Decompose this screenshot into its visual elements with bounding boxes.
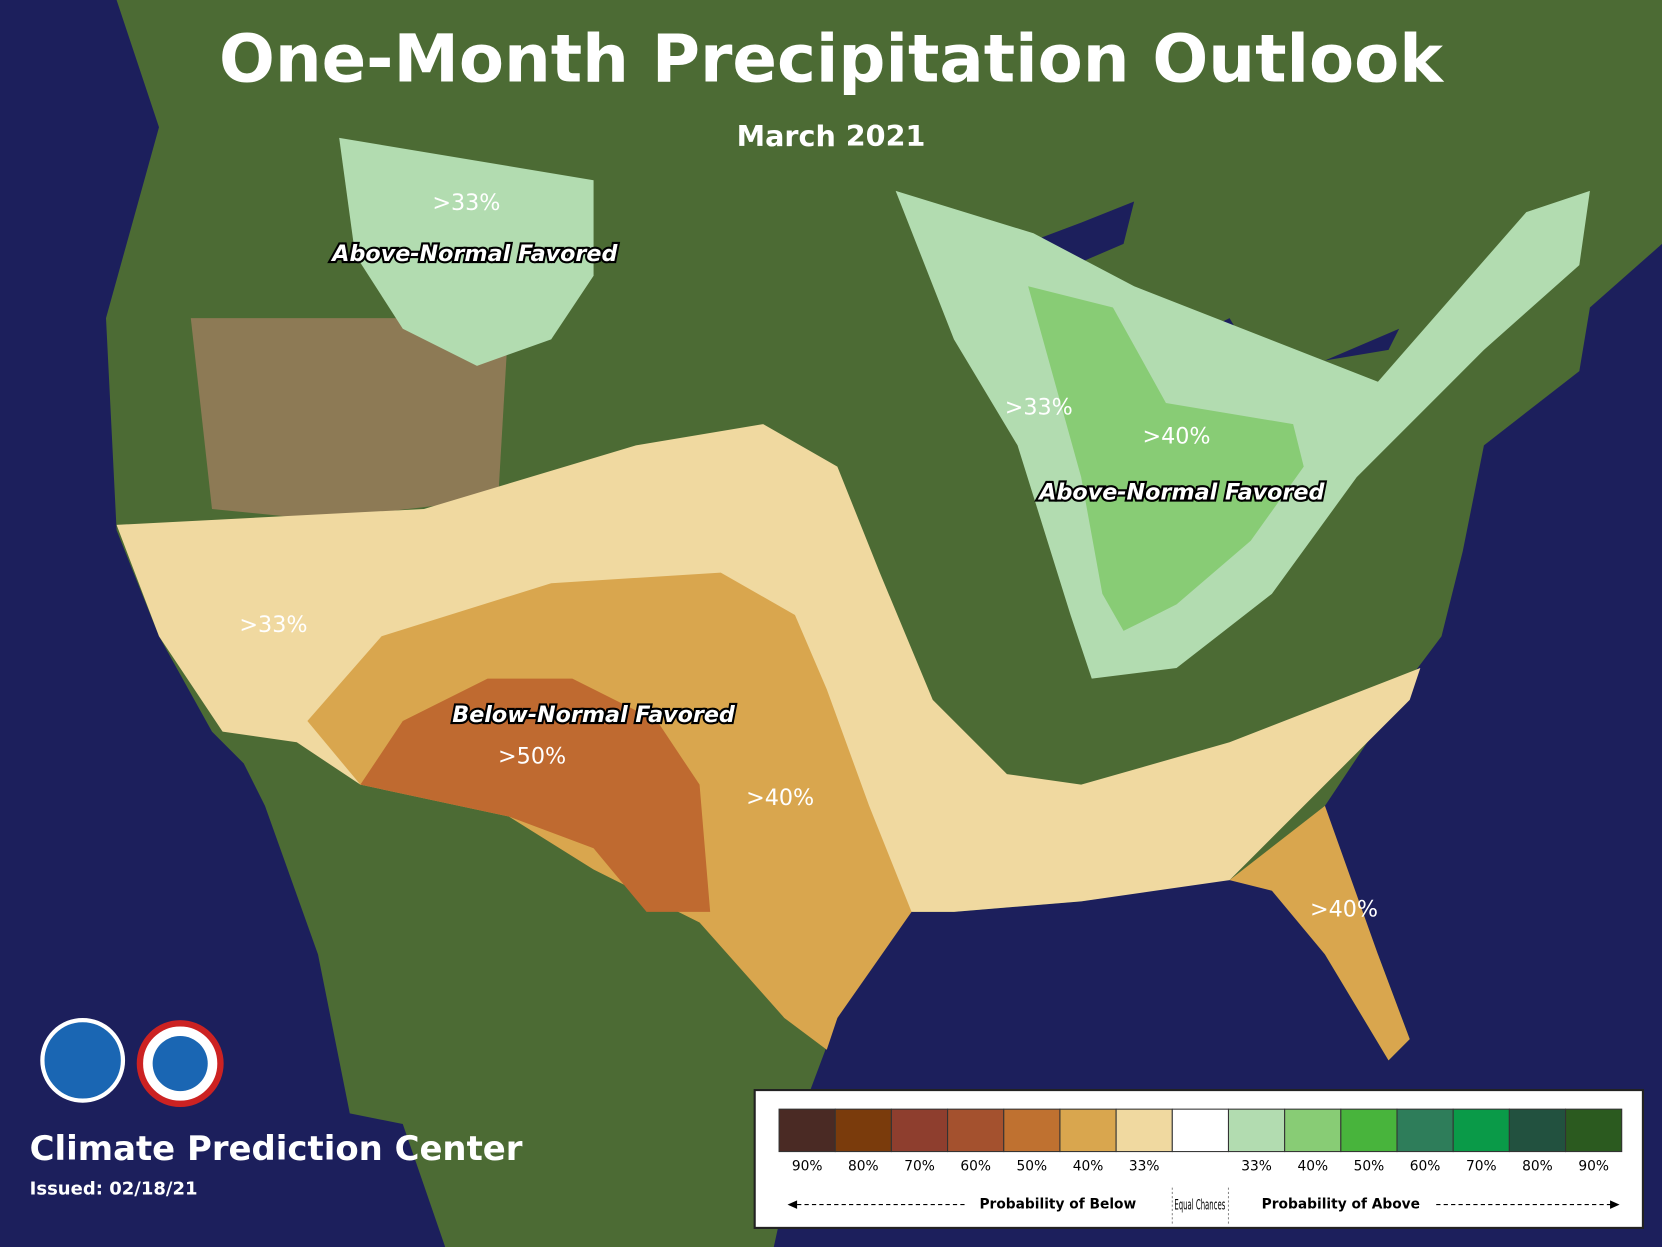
- legend-tick-label: 90%: [792, 1158, 823, 1174]
- legend-tick-label: 90%: [1578, 1158, 1609, 1174]
- legend-swatch: [1171, 1108, 1230, 1153]
- percent-label: >50%: [498, 744, 566, 770]
- legend-tick-label: 33%: [1241, 1158, 1272, 1174]
- arrow-head-right: [1610, 1200, 1620, 1209]
- percent-label: >40%: [1310, 896, 1378, 922]
- region-label: Below-Normal Favored: [452, 702, 736, 728]
- legend-below-label: Probability of Below: [979, 1197, 1136, 1213]
- logos: [40, 1017, 224, 1108]
- legend-tick-label: 40%: [1297, 1158, 1328, 1174]
- percent-label: >33%: [432, 190, 500, 216]
- legend-tick-label: 50%: [1354, 1158, 1385, 1174]
- above-normal-nw: [339, 137, 594, 366]
- legend-swatch: [1452, 1108, 1510, 1153]
- legend-swatch: [834, 1108, 892, 1153]
- legend-tick-label: 50%: [1017, 1158, 1048, 1174]
- legend-swatch: [947, 1108, 1005, 1153]
- issued-date: Issued: 02/18/21: [30, 1179, 198, 1200]
- percent-label: >40%: [746, 785, 814, 811]
- legend-tick-label: 70%: [1466, 1158, 1497, 1174]
- percent-label: >40%: [1142, 423, 1210, 449]
- legend-swatch: [1115, 1108, 1173, 1153]
- legend-tick-label: 60%: [960, 1158, 991, 1174]
- legend-tick-label: 33%: [1129, 1158, 1160, 1174]
- legend-swatch: [1565, 1108, 1623, 1153]
- title: One-Month Precipitation Outlook: [219, 21, 1444, 98]
- subtitle: March 2021: [737, 119, 926, 153]
- legend-swatch: [1003, 1108, 1061, 1153]
- above-normal-east-40: [1028, 286, 1304, 631]
- legend-tick-label: 40%: [1073, 1158, 1104, 1174]
- legend-swatch: [1227, 1108, 1286, 1153]
- arrow-head-left: [787, 1200, 798, 1209]
- desert-west: [190, 318, 509, 520]
- legend-swatch: [1340, 1108, 1398, 1153]
- legend-above-label: Probability of Above: [1262, 1197, 1420, 1213]
- legend-swatch: [1508, 1108, 1567, 1153]
- legend-swatch: [778, 1108, 836, 1153]
- legend-tick-label: 80%: [1522, 1158, 1553, 1174]
- legend-tick-label: 60%: [1410, 1158, 1441, 1174]
- below-normal-50: [360, 678, 711, 912]
- legend-swatch: [1059, 1108, 1117, 1153]
- region-label: Above-Normal Favored: [330, 241, 618, 267]
- legend-equal-label: Equal Chances: [1174, 1198, 1225, 1214]
- legend-swatch: [890, 1108, 949, 1153]
- legend-tick-label: 70%: [904, 1158, 935, 1174]
- percent-label: >33%: [1005, 395, 1073, 421]
- region-label: Above-Normal Favored: [1037, 480, 1325, 506]
- center-name: Climate Prediction Center: [30, 1129, 523, 1168]
- legend-swatch: [1284, 1108, 1342, 1153]
- percent-label: >33%: [239, 612, 307, 638]
- legend-tick-label: 80%: [848, 1158, 879, 1174]
- legend-swatch: [1396, 1108, 1454, 1153]
